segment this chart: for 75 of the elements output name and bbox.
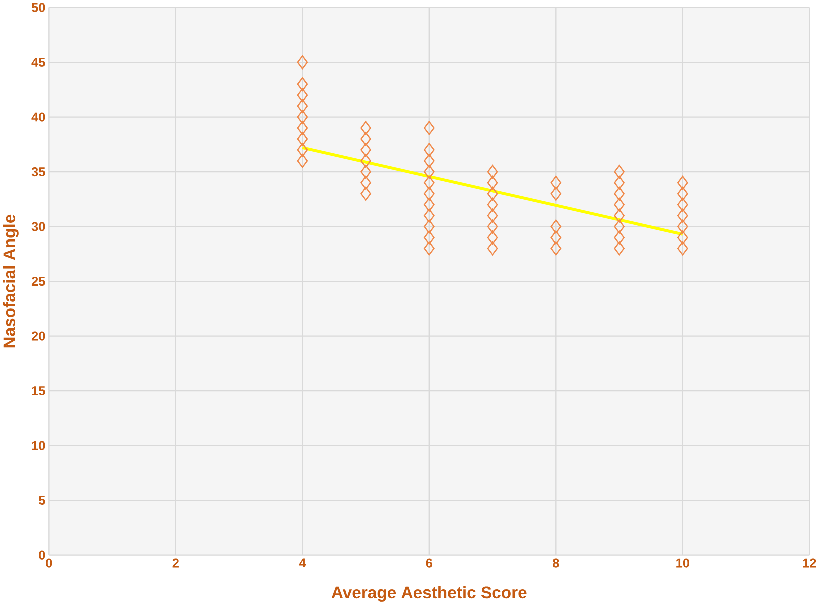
point — [677, 198, 688, 212]
y-tick-label: 15 — [32, 386, 46, 396]
point — [360, 164, 372, 179]
point — [677, 208, 688, 223]
point — [360, 121, 372, 136]
point — [297, 132, 308, 146]
point — [487, 186, 498, 201]
x-tick-label: 6 — [426, 558, 432, 568]
point — [360, 143, 372, 158]
point — [424, 208, 435, 223]
point — [550, 176, 562, 190]
point — [614, 164, 625, 179]
point — [614, 230, 625, 245]
point — [550, 220, 562, 234]
point — [424, 230, 435, 245]
y-tick-label: 35 — [32, 167, 46, 176]
x-axis-title: Average Aesthetic Score — [332, 586, 527, 602]
point — [677, 230, 688, 245]
y-tick-label: 45 — [32, 58, 46, 67]
point — [677, 242, 688, 256]
point — [297, 154, 308, 168]
point — [360, 132, 372, 146]
point — [297, 121, 308, 136]
point — [297, 99, 308, 114]
x-tick-label: 4 — [299, 558, 306, 568]
point — [614, 186, 625, 201]
point — [487, 220, 498, 234]
x-tick-label: 2 — [172, 558, 179, 568]
y-tick-label: 20 — [32, 332, 46, 341]
point — [614, 198, 625, 212]
point — [487, 198, 498, 212]
point — [677, 220, 688, 234]
point — [297, 88, 308, 102]
point — [360, 176, 372, 190]
point — [614, 208, 625, 223]
point — [424, 176, 435, 190]
point — [487, 176, 498, 190]
point — [297, 77, 308, 92]
x-tick-label: 8 — [553, 558, 560, 568]
point — [487, 242, 498, 256]
point — [424, 121, 435, 136]
y-tick-label: 5 — [39, 496, 46, 505]
point — [424, 220, 435, 234]
y-tick-label: 25 — [32, 276, 46, 286]
point — [550, 230, 562, 245]
point — [614, 176, 625, 190]
point — [424, 186, 435, 201]
y-tick-label: 10 — [32, 441, 46, 450]
point — [550, 242, 562, 256]
point — [614, 242, 625, 256]
y-axis-title: Nasofacial Angle — [3, 214, 19, 348]
x-tick-label: 10 — [676, 558, 690, 568]
point — [424, 198, 435, 212]
y-tick-label: 0 — [39, 550, 46, 560]
point — [360, 154, 372, 168]
y-tick-label: 40 — [32, 112, 46, 122]
point — [297, 110, 308, 124]
point — [614, 220, 625, 234]
point — [487, 164, 498, 179]
point — [424, 164, 435, 179]
point — [297, 143, 308, 158]
point — [487, 208, 498, 223]
point — [360, 186, 372, 201]
y-tick-label: 50 — [32, 3, 46, 12]
x-tick-label: 12 — [803, 558, 816, 568]
point — [677, 186, 688, 201]
point — [297, 55, 308, 70]
x-tick-label: 0 — [46, 558, 52, 568]
point — [424, 154, 435, 168]
point — [677, 176, 688, 190]
point — [487, 230, 498, 245]
point — [424, 242, 435, 256]
point — [550, 186, 562, 201]
point — [424, 143, 435, 158]
y-tick-label: 30 — [32, 222, 46, 232]
